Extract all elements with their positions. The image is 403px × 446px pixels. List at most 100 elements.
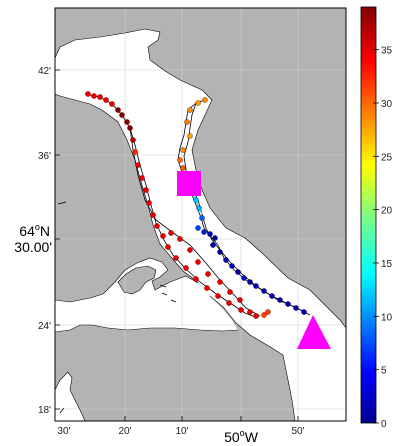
track-point bbox=[177, 157, 183, 163]
lat-label: 42' bbox=[38, 66, 51, 77]
track-point bbox=[204, 285, 210, 291]
track-point bbox=[223, 257, 229, 263]
colorbar-tick-label: 5 bbox=[381, 366, 387, 377]
track-point bbox=[265, 309, 271, 315]
lon-label: 10' bbox=[175, 426, 188, 437]
track-point bbox=[210, 242, 216, 248]
track-point bbox=[247, 309, 253, 315]
track-point bbox=[199, 215, 205, 221]
track-point bbox=[127, 125, 133, 131]
track-point bbox=[212, 235, 218, 241]
track-point bbox=[187, 133, 193, 139]
colorbar-gradient bbox=[360, 6, 377, 424]
lon-label: 50' bbox=[291, 426, 304, 437]
track-point bbox=[195, 225, 201, 231]
track-point bbox=[261, 312, 267, 318]
track-point bbox=[226, 300, 232, 306]
track-point bbox=[124, 119, 130, 125]
track-point bbox=[85, 91, 91, 97]
track-point bbox=[168, 230, 174, 236]
track-red bbox=[84, 91, 267, 319]
track-point bbox=[227, 289, 233, 295]
track-point bbox=[241, 275, 247, 281]
station-rectangle-marker bbox=[177, 171, 201, 196]
track-point bbox=[130, 137, 136, 143]
lat-label: 36' bbox=[38, 151, 51, 162]
track-point bbox=[135, 162, 141, 168]
lon-degree-label: 50oW bbox=[224, 428, 259, 445]
track-point bbox=[115, 107, 121, 113]
track-point bbox=[207, 231, 213, 237]
colorbar: 35 30 25 20 15 10 5 0 bbox=[360, 6, 393, 430]
track-point bbox=[119, 112, 125, 118]
island bbox=[118, 266, 156, 294]
track-point bbox=[173, 255, 179, 261]
colorbar-tick-label: 10 bbox=[381, 312, 393, 323]
track-blue-orange bbox=[177, 97, 311, 316]
track-point bbox=[143, 187, 149, 193]
colorbar-tick-label: 0 bbox=[381, 419, 387, 430]
colorbar-tick-label: 35 bbox=[381, 46, 393, 57]
track-point bbox=[180, 147, 186, 153]
track-point bbox=[183, 265, 189, 271]
track-point bbox=[165, 244, 171, 250]
colorbar-tick-label: 25 bbox=[381, 152, 393, 163]
track-point bbox=[132, 149, 138, 155]
track-point bbox=[217, 279, 223, 285]
track-point bbox=[285, 301, 291, 307]
track-point bbox=[202, 97, 208, 103]
track-point bbox=[103, 97, 109, 103]
colorbar-tick-label: 20 bbox=[381, 206, 393, 217]
track-point bbox=[160, 233, 166, 239]
map-frame bbox=[54, 7, 347, 422]
track-point bbox=[184, 119, 190, 125]
lat-label: 18' bbox=[38, 405, 51, 416]
track-point bbox=[139, 175, 145, 181]
colorbar-tick-label: 15 bbox=[381, 259, 393, 270]
map-ticks bbox=[55, 69, 299, 421]
track-point bbox=[235, 269, 241, 275]
track-point bbox=[293, 305, 299, 311]
southwest-water bbox=[55, 258, 238, 332]
track-point bbox=[187, 107, 193, 113]
station-triangle-marker bbox=[297, 315, 331, 349]
track-point bbox=[247, 279, 253, 285]
colorbar-tick-label: 30 bbox=[381, 99, 393, 110]
grid-lines bbox=[55, 8, 346, 421]
track-point bbox=[301, 309, 307, 315]
track-point bbox=[253, 283, 259, 289]
track-point bbox=[97, 94, 103, 100]
colorbar-ticks: 35 30 25 20 15 10 5 0 bbox=[373, 46, 393, 430]
track-point bbox=[109, 101, 115, 107]
land-fragments bbox=[57, 201, 177, 414]
map-panel bbox=[54, 7, 347, 422]
track-point bbox=[238, 307, 244, 313]
track-point bbox=[180, 165, 186, 171]
track-point bbox=[146, 200, 152, 206]
track-point bbox=[237, 297, 243, 303]
lon-label: 30' bbox=[57, 426, 70, 437]
track-point bbox=[195, 259, 201, 265]
track-point bbox=[205, 271, 211, 277]
track-point bbox=[193, 276, 199, 282]
lat-label: 30.00' bbox=[14, 239, 52, 255]
track-point bbox=[215, 293, 221, 299]
track-point bbox=[154, 223, 160, 229]
track-point bbox=[201, 229, 207, 235]
lon-label: 20' bbox=[118, 426, 131, 437]
track-point bbox=[91, 93, 97, 99]
lat-degree-label: 64oN bbox=[19, 222, 50, 239]
track-point bbox=[229, 263, 235, 269]
track-point bbox=[217, 249, 223, 255]
latitude-labels: 42' 36' 64oN 30.00' 24' 18' bbox=[14, 66, 52, 416]
longitude-labels: 30' 20' 10' 50oW 50' bbox=[57, 426, 304, 445]
track-point bbox=[177, 236, 183, 242]
track-point bbox=[261, 288, 267, 294]
track-point bbox=[195, 100, 201, 106]
track-point bbox=[277, 297, 283, 303]
lat-label: 24' bbox=[38, 321, 51, 332]
track-point bbox=[253, 313, 259, 319]
track-point bbox=[150, 212, 156, 218]
track-point bbox=[269, 293, 275, 299]
